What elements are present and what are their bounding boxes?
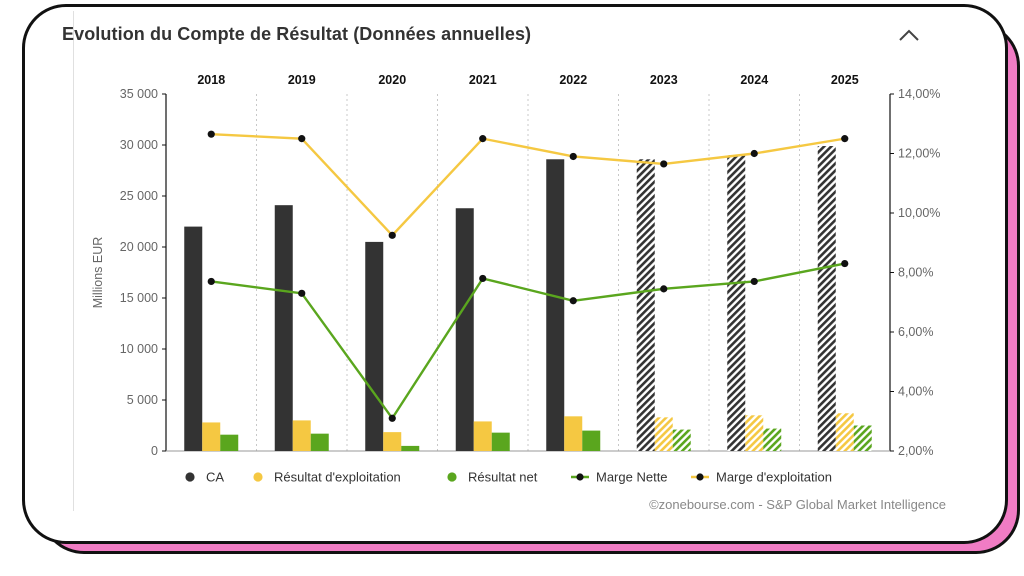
y2-tick-label: 6,00% — [898, 325, 933, 339]
line-point-1-2023 — [660, 160, 668, 168]
legend-label-0[interactable]: CA — [206, 470, 224, 485]
y-tick-label: 0 — [151, 444, 158, 458]
chart-credit: ©zonebourse.com - S&P Global Market Inte… — [649, 497, 946, 512]
line-point-1-2022 — [569, 152, 577, 161]
y-tick-label: 10 000 — [120, 342, 158, 356]
legend-label-1[interactable]: Résultat d'exploitation — [274, 470, 401, 485]
bar-1-2024 — [745, 415, 764, 451]
bar-2-2018 — [220, 434, 239, 451]
bar-2-2019 — [310, 433, 329, 451]
y-tick-label: 20 000 — [120, 240, 158, 254]
y2-tick-label: 14,00% — [898, 87, 940, 101]
y-axis-label: Millions EUR — [91, 237, 105, 309]
legend-marker-1 — [253, 472, 263, 482]
x-category-label: 2024 — [740, 73, 768, 87]
line-point-1-2020 — [388, 231, 396, 239]
line-point-0-2024 — [750, 277, 758, 286]
bar-1-2018 — [202, 422, 221, 451]
bar-1-2021 — [473, 421, 492, 451]
line-point-0-2020 — [388, 414, 396, 422]
y-tick-label: 30 000 — [120, 138, 158, 152]
bar-2-2024 — [763, 428, 782, 451]
line-point-1-2019 — [298, 135, 306, 143]
x-category-label: 2020 — [378, 73, 406, 87]
bar-2-2021 — [491, 432, 510, 451]
bar-0-2024 — [727, 155, 746, 451]
bar-1-2020 — [383, 432, 402, 451]
line-point-1-2025 — [841, 135, 849, 143]
bar-1-2023 — [654, 417, 673, 451]
line-point-0-2025 — [841, 259, 849, 268]
bar-0-2018 — [184, 226, 203, 451]
line-series-1 — [211, 132, 845, 238]
legend-label-3[interactable]: Marge Nette — [596, 470, 668, 485]
y-tick-label: 5 000 — [127, 393, 158, 407]
bar-2-2022 — [582, 430, 601, 451]
line-point-0-2023 — [660, 285, 668, 293]
bar-0-2025 — [817, 146, 836, 451]
x-category-label: 2025 — [831, 73, 859, 87]
y2-tick-label: 8,00% — [898, 266, 933, 280]
bar-0-2023 — [636, 159, 655, 451]
bar-1-2022 — [564, 416, 583, 451]
bar-1-2025 — [835, 413, 854, 451]
line-point-0-2022 — [569, 297, 577, 305]
chart-title: Evolution du Compte de Résultat (Données… — [62, 24, 532, 44]
bar-0-2022 — [546, 159, 565, 451]
card-left-divider — [73, 11, 74, 511]
chevron-up-icon — [899, 29, 919, 41]
x-category-label: 2022 — [559, 73, 587, 87]
y-tick-label: 25 000 — [120, 189, 158, 203]
y2-tick-label: 2,00% — [898, 444, 933, 458]
y2-tick-label: 4,00% — [898, 385, 933, 399]
line-point-1-2024 — [750, 149, 758, 158]
legend-marker-3 — [576, 473, 584, 481]
line-point-0-2018 — [207, 277, 215, 286]
bar-2-2023 — [672, 429, 691, 451]
bar-1-2019 — [292, 420, 311, 451]
y2-tick-label: 12,00% — [898, 147, 940, 161]
bar-0-2019 — [274, 205, 293, 451]
legend-label-4[interactable]: Marge d'exploitation — [716, 470, 832, 485]
bar-0-2020 — [365, 241, 384, 451]
legend-marker-4 — [696, 473, 704, 481]
x-category-label: 2018 — [197, 73, 225, 87]
line-point-0-2021 — [479, 274, 487, 283]
line-point-0-2019 — [298, 289, 306, 297]
bar-2-2025 — [853, 425, 872, 451]
y-tick-label: 15 000 — [120, 291, 158, 305]
line-point-1-2018 — [207, 130, 215, 138]
x-category-label: 2023 — [650, 73, 678, 87]
legend-marker-0 — [185, 472, 195, 482]
bar-2-2020 — [401, 445, 420, 451]
bar-0-2021 — [455, 208, 474, 451]
collapse-button[interactable] — [898, 28, 920, 42]
line-series-0 — [211, 262, 845, 421]
line-point-1-2021 — [479, 135, 487, 143]
legend-marker-2 — [447, 472, 457, 482]
x-category-label: 2021 — [469, 73, 497, 87]
y-tick-label: 35 000 — [120, 87, 158, 101]
x-category-label: 2019 — [288, 73, 316, 87]
legend-label-2[interactable]: Résultat net — [468, 470, 538, 485]
y2-tick-label: 10,00% — [898, 206, 940, 220]
